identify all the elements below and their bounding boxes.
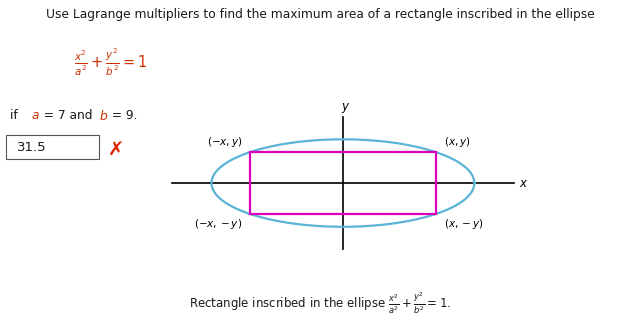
FancyBboxPatch shape xyxy=(6,135,99,159)
Text: $\frac{x^2}{a^2} + \frac{y^2}{b^2} = 1$: $\frac{x^2}{a^2} + \frac{y^2}{b^2} = 1$ xyxy=(74,47,147,78)
Text: $y$: $y$ xyxy=(341,101,350,115)
Text: 31.5: 31.5 xyxy=(17,141,47,154)
Text: Use Lagrange multipliers to find the maximum area of a rectangle inscribed in th: Use Lagrange multipliers to find the max… xyxy=(46,8,595,21)
Text: $a$: $a$ xyxy=(31,109,40,122)
Text: = 7 and: = 7 and xyxy=(40,109,97,122)
Text: $(x, y)$: $(x, y)$ xyxy=(444,135,470,149)
Bar xyxy=(250,152,436,214)
Text: $b$: $b$ xyxy=(99,109,108,122)
Text: Rectangle inscribed in the ellipse $\frac{x^2}{a^2} + \frac{y^2}{b^2} = 1.$: Rectangle inscribed in the ellipse $\fra… xyxy=(190,290,451,316)
Text: = 9.: = 9. xyxy=(108,109,137,122)
Text: $(-x, y)$: $(-x, y)$ xyxy=(207,135,242,149)
Text: if: if xyxy=(10,109,25,122)
Text: ✗: ✗ xyxy=(108,141,124,160)
Text: $(x, -y)$: $(x, -y)$ xyxy=(444,217,483,231)
Text: $(-x, -y)$: $(-x, -y)$ xyxy=(194,217,242,231)
Text: $x$: $x$ xyxy=(519,177,528,190)
